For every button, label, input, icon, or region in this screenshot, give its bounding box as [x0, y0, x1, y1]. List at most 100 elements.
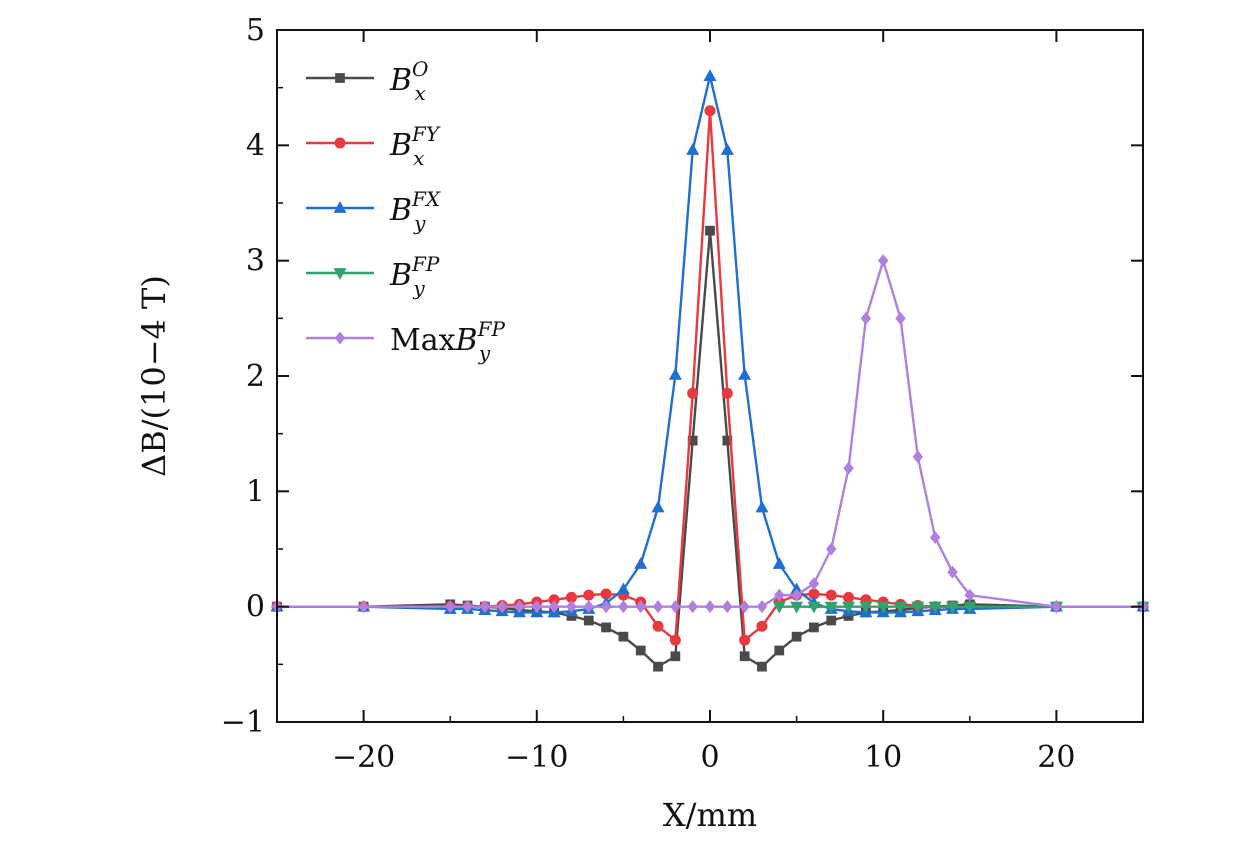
series-4 [271, 254, 1149, 614]
data-point [826, 542, 837, 556]
legend-swatch-marker [333, 268, 347, 280]
data-point [548, 594, 560, 606]
data-point [895, 311, 906, 325]
data-point [531, 600, 542, 614]
data-point [600, 600, 612, 614]
data-point [653, 661, 663, 672]
legend-label: BFX y [389, 187, 441, 235]
data-point [774, 588, 785, 602]
data-point [772, 601, 786, 614]
legend-swatch-marker [333, 201, 347, 213]
data-point [929, 530, 941, 544]
data-point [583, 600, 594, 614]
data-point [757, 661, 767, 672]
series-line [277, 259, 1143, 608]
data-point [601, 622, 611, 633]
legend: BO x BFY x BFX y BFP y MaxBFP y [306, 57, 505, 365]
data-point [445, 600, 456, 614]
data-point [738, 368, 752, 380]
data-point [670, 651, 681, 662]
data-point [807, 601, 821, 614]
series-1 [271, 105, 1149, 646]
data-point [843, 461, 854, 475]
data-point [826, 615, 837, 626]
legend-item-0: BO x [306, 57, 428, 105]
data-point [809, 622, 819, 633]
data-point [652, 600, 664, 614]
data-point [963, 601, 977, 614]
data-point [704, 600, 716, 614]
data-point [548, 600, 560, 614]
legend-label: BO x [389, 57, 428, 105]
data-point [618, 600, 629, 614]
x-tick-label: −10 [505, 740, 568, 775]
x-axis-label: X/mm [663, 796, 757, 834]
data-point [721, 387, 733, 399]
legend-item-3: BFP y [306, 252, 440, 300]
data-point [790, 582, 804, 595]
data-point [565, 591, 577, 603]
data-point [651, 500, 665, 513]
data-point [825, 589, 837, 601]
data-point [687, 600, 698, 614]
data-point [583, 615, 594, 626]
legend-item-4: MaxBFP y [306, 317, 505, 365]
data-point [668, 368, 682, 380]
data-point [462, 600, 473, 614]
y-tick-label: 5 [246, 13, 265, 48]
legend-item-2: BFX y [306, 187, 441, 235]
legend-label: MaxBFP y [390, 317, 505, 365]
data-point [824, 601, 838, 614]
data-point [634, 557, 648, 569]
x-tick-label: 20 [1037, 740, 1075, 775]
y-tick-label: 3 [246, 244, 265, 279]
data-point [756, 600, 768, 614]
data-point [945, 601, 959, 614]
data-point [755, 500, 769, 513]
data-point [687, 387, 699, 399]
data-point [704, 105, 716, 117]
data-point [842, 601, 856, 614]
y-tick-label: 0 [246, 590, 265, 625]
data-point [670, 600, 681, 614]
data-point [705, 225, 715, 236]
x-tick-label: 10 [864, 740, 902, 775]
data-point [790, 601, 804, 614]
data-point [859, 601, 873, 614]
data-point [687, 435, 698, 446]
data-point [583, 589, 595, 601]
data-point [618, 631, 629, 642]
data-point [635, 645, 646, 656]
data-point [911, 601, 925, 614]
data-point [479, 600, 491, 614]
data-point [791, 631, 802, 642]
data-point [791, 588, 802, 602]
data-point [703, 69, 717, 82]
data-point [1051, 600, 1062, 614]
data-point [947, 565, 958, 579]
y-tick-label: −1 [221, 705, 265, 740]
data-point [739, 651, 750, 662]
data-point [652, 620, 664, 632]
data-point [669, 634, 681, 646]
data-point [600, 588, 612, 600]
legend-swatch-marker [334, 137, 346, 149]
legend-swatch-marker [335, 73, 345, 83]
data-point [912, 450, 924, 464]
legend-label: BFY x [389, 122, 441, 170]
series-line [277, 109, 1143, 642]
data-point [686, 143, 700, 155]
data-point [860, 311, 872, 325]
legend-swatch-marker [334, 331, 346, 345]
data-point [635, 600, 646, 614]
data-point [720, 143, 734, 155]
y-axis-label: ΔB/(10−4 T) [135, 275, 173, 477]
data-point [722, 435, 733, 446]
data-point [808, 577, 820, 591]
data-point [616, 582, 630, 595]
y-tick-label: 4 [246, 128, 265, 163]
data-point [876, 601, 890, 614]
y-tick-label: 2 [246, 359, 265, 394]
